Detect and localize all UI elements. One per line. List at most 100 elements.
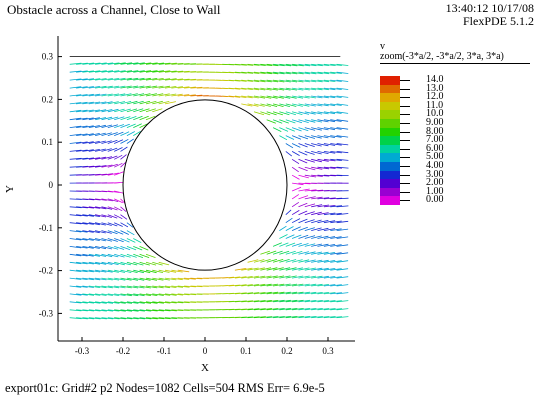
velocity-arrow bbox=[336, 197, 349, 200]
velocity-arrow bbox=[330, 300, 342, 303]
velocity-arrow bbox=[95, 165, 107, 168]
velocity-arrow bbox=[234, 63, 247, 66]
velocity-arrow bbox=[107, 285, 120, 289]
velocity-arrow bbox=[260, 250, 271, 255]
velocity-arrow bbox=[164, 86, 177, 89]
velocity-arrow bbox=[228, 79, 241, 82]
velocity-arrow bbox=[311, 151, 322, 155]
velocity-arrow bbox=[304, 211, 315, 216]
velocity-arrow bbox=[336, 220, 349, 224]
velocity-arrow bbox=[107, 172, 119, 176]
velocity-arrow bbox=[266, 95, 278, 99]
velocity-arrow bbox=[88, 246, 100, 249]
velocity-arrow bbox=[88, 165, 101, 168]
velocity-arrow bbox=[298, 158, 308, 164]
velocity-arrow bbox=[107, 309, 120, 312]
velocity-arrow bbox=[101, 293, 113, 296]
velocity-arrow bbox=[247, 103, 259, 107]
velocity-arrow bbox=[323, 316, 336, 319]
legend-level-label: 12.0 bbox=[426, 91, 444, 103]
velocity-arrow bbox=[279, 259, 290, 263]
velocity-arrow bbox=[298, 275, 310, 279]
velocity-arrow bbox=[76, 70, 88, 73]
velocity-arrow bbox=[234, 71, 247, 74]
legend-swatch bbox=[380, 93, 400, 102]
velocity-arrow bbox=[76, 269, 88, 273]
velocity-arrow bbox=[330, 87, 342, 90]
y-tick-label: -0.3 bbox=[39, 308, 54, 318]
velocity-arrow bbox=[323, 151, 336, 154]
velocity-arrow bbox=[260, 87, 272, 91]
velocity-arrow bbox=[279, 111, 290, 116]
velocity-arrow bbox=[164, 293, 177, 296]
velocity-arrow bbox=[95, 78, 107, 81]
velocity-arrow bbox=[114, 154, 123, 160]
velocity-arrow bbox=[323, 205, 336, 208]
velocity-arrow bbox=[273, 308, 285, 311]
velocity-arrow bbox=[88, 70, 101, 73]
velocity-arrow bbox=[291, 143, 301, 148]
velocity-arrow bbox=[101, 198, 113, 202]
velocity-arrow bbox=[273, 267, 284, 271]
velocity-arrow bbox=[253, 267, 265, 271]
velocity-arrow bbox=[285, 234, 295, 239]
velocity-arrow bbox=[279, 250, 290, 255]
velocity-arrow bbox=[76, 309, 88, 312]
legend-level-label: 3.00 bbox=[426, 168, 444, 180]
velocity-arrow bbox=[241, 284, 253, 287]
velocity-arrow bbox=[291, 186, 302, 192]
velocity-arrow bbox=[311, 235, 322, 239]
velocity-arrow bbox=[323, 111, 336, 115]
velocity-arrow bbox=[107, 85, 120, 89]
velocity-arrow bbox=[311, 308, 323, 311]
velocity-arrow bbox=[139, 293, 152, 296]
velocity-arrow bbox=[82, 301, 95, 304]
velocity-arrow bbox=[133, 77, 145, 81]
velocity-arrow bbox=[76, 62, 88, 65]
velocity-arrow bbox=[253, 63, 266, 66]
velocity-arrow bbox=[311, 143, 322, 147]
velocity-arrow bbox=[323, 166, 336, 169]
velocity-arrow bbox=[120, 317, 133, 320]
velocity-arrow bbox=[253, 316, 266, 319]
velocity-arrow bbox=[323, 284, 336, 287]
velocity-arrow bbox=[190, 293, 203, 295]
velocity-arrow bbox=[126, 138, 134, 144]
velocity-arrow bbox=[291, 234, 302, 239]
velocity-arrow bbox=[69, 157, 82, 160]
velocity-arrow bbox=[260, 259, 271, 263]
velocity-arrow bbox=[311, 71, 323, 75]
velocity-arrow bbox=[253, 292, 266, 295]
velocity-arrow bbox=[304, 135, 316, 139]
timestamp: 13:40:12 10/17/08 bbox=[445, 1, 534, 15]
velocity-arrow bbox=[133, 301, 145, 304]
velocity-arrow bbox=[304, 87, 317, 91]
velocity-arrow bbox=[107, 198, 119, 202]
velocity-arrow bbox=[88, 230, 100, 234]
velocity-arrow bbox=[133, 100, 144, 105]
velocity-arrow bbox=[101, 85, 113, 89]
velocity-arrow bbox=[285, 95, 297, 99]
y-tick-label: 0.3 bbox=[42, 52, 54, 62]
velocity-arrow bbox=[82, 238, 94, 241]
velocity-arrow bbox=[164, 277, 177, 281]
velocity-arrow bbox=[177, 63, 190, 65]
velocity-arrow bbox=[139, 115, 149, 121]
velocity-arrow bbox=[317, 119, 329, 123]
velocity-arrow bbox=[126, 85, 139, 89]
x-tick-label: 0.2 bbox=[281, 346, 292, 356]
velocity-arrow bbox=[139, 269, 151, 274]
velocity-arrow bbox=[279, 283, 291, 287]
y-tick-label: -0.2 bbox=[39, 266, 53, 276]
velocity-arrow bbox=[152, 85, 164, 89]
velocity-arrow bbox=[285, 250, 296, 255]
velocity-arrow bbox=[120, 253, 131, 258]
velocity-arrow bbox=[95, 309, 107, 312]
velocity-arrow bbox=[76, 214, 88, 217]
velocity-arrow bbox=[279, 275, 291, 279]
legend-swatch bbox=[380, 153, 400, 162]
velocity-arrow bbox=[120, 206, 127, 212]
velocity-arrow bbox=[145, 269, 157, 274]
legend-level-label: 10.0 bbox=[426, 108, 444, 120]
velocity-arrow bbox=[82, 261, 94, 265]
